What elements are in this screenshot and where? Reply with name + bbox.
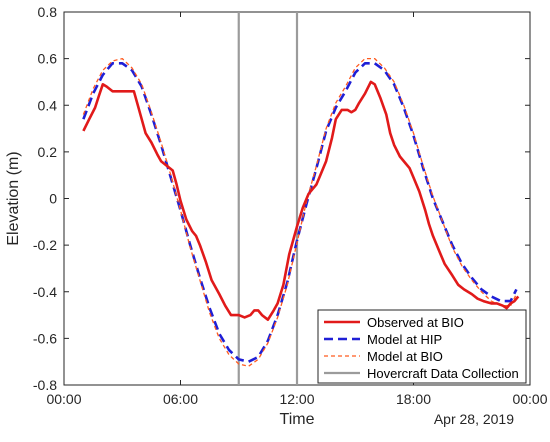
- x-tick-label: 00:00: [512, 391, 547, 407]
- series-line-observed-at-bio: [82, 80, 520, 322]
- date-annotation: Apr 28, 2019: [434, 411, 514, 427]
- x-tick-label: 06:00: [163, 391, 198, 407]
- x-tick-label: 00:00: [46, 391, 81, 407]
- y-tick-label: 0.6: [38, 51, 58, 67]
- legend-label: Hovercraft Data Collection: [367, 366, 519, 381]
- legend: Observed at BIO Model at HIP Model at BIO H…: [317, 309, 527, 384]
- y-tick-label: -0.8: [33, 377, 57, 393]
- y-tick-label: -0.4: [33, 284, 57, 300]
- x-axis-title: Time: [280, 411, 315, 428]
- y-tick-label: 0.2: [38, 144, 58, 160]
- y-axis-title: Elevation (m): [5, 151, 22, 245]
- legend-label: Model at HIP: [367, 332, 442, 347]
- x-tick-label: 12:00: [279, 391, 314, 407]
- y-tick-label: -0.6: [33, 330, 57, 346]
- y-tick-label: 0.4: [38, 97, 58, 113]
- legend-label: Observed at BIO: [367, 315, 464, 330]
- legend-label: Model at BIO: [367, 349, 443, 364]
- y-tick-label: 0.8: [38, 4, 58, 20]
- x-tick-label: 18:00: [396, 391, 431, 407]
- plot-area: -0.8 -0.6 -0.4 -0.2 0 0.2 0.4 0.6 0.8 00:00 06:00 1…: [33, 4, 548, 407]
- y-tick-label: 0: [49, 191, 57, 207]
- y-tick-label: -0.2: [33, 237, 57, 253]
- series-line-model-at-bio: [82, 57, 517, 367]
